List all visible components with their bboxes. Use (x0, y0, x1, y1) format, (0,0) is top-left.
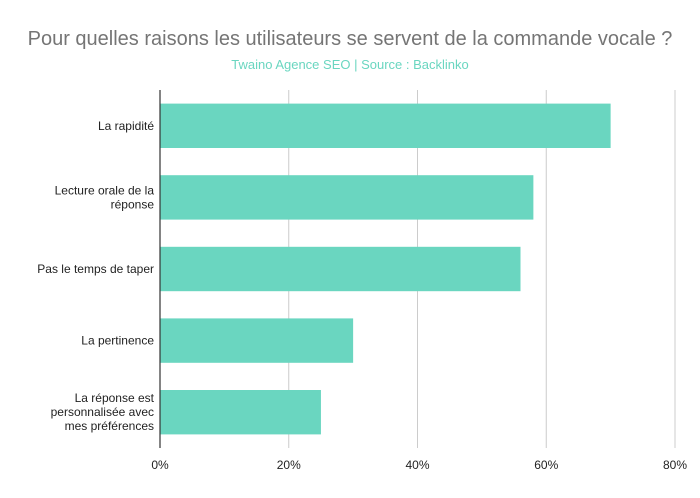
x-tick-label: 80% (663, 458, 687, 472)
x-tick-label: 0% (151, 458, 169, 472)
category-label: Pas le temps de taper (37, 262, 154, 276)
x-tick-label: 60% (534, 458, 558, 472)
bar (160, 175, 534, 220)
category-label-line: La rapidité (98, 119, 154, 133)
labels: 0% 20% 40% 60% 80% La rapidité Lecture orale d… (37, 119, 687, 472)
category-label-line: La pertinence (81, 334, 154, 348)
category-label-line: La réponse est (75, 391, 155, 405)
category-label: La pertinence (81, 334, 154, 348)
category-label-line: mes préférences (65, 419, 154, 433)
chart-title: Pour quelles raisons les utilisateurs se… (27, 28, 673, 50)
chart-subtitle: Twaino Agence SEO | Source : Backlinko (231, 57, 469, 72)
category-label-line: Lecture orale de la (55, 183, 155, 197)
category-label: La rapidité (98, 119, 154, 133)
bar (160, 318, 354, 363)
category-label-line: personnalisée avec (51, 405, 154, 419)
category-label-line: réponse (111, 197, 155, 211)
category-label: La réponse est personnalisée avec mes préf… (51, 391, 155, 433)
bar (160, 246, 521, 292)
x-tick-label: 20% (277, 458, 301, 472)
bar (160, 390, 321, 435)
bars (160, 103, 611, 435)
bar (160, 103, 611, 148)
x-tick-label: 40% (405, 458, 429, 472)
category-label-line: Pas le temps de taper (37, 262, 154, 276)
category-label: Lecture orale de la réponse (55, 183, 155, 211)
